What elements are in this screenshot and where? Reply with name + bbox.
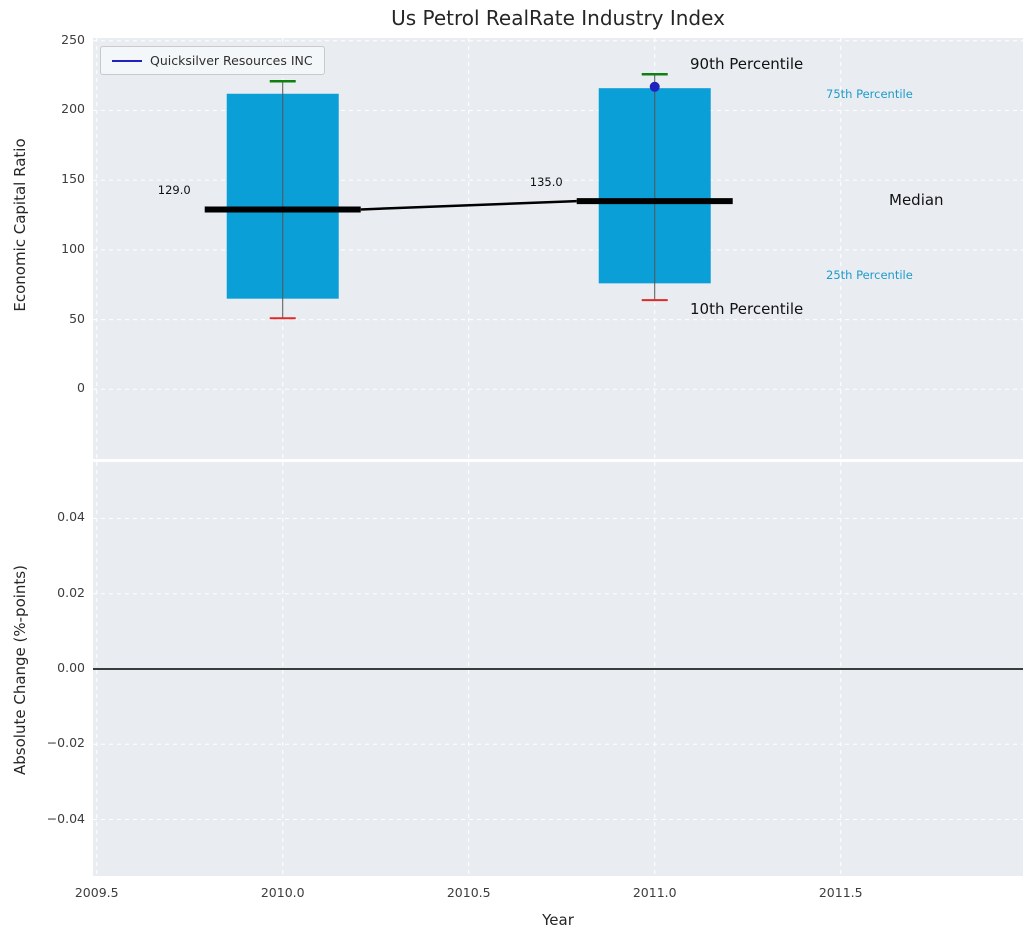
y-tick-label: 50 <box>69 310 85 326</box>
median-connector <box>360 199 577 211</box>
x-tick-label: 2010.0 <box>260 885 305 900</box>
annotation-25th-percentile: 25th Percentile <box>826 268 913 282</box>
annotation-90th-percentile: 90th Percentile <box>690 55 804 73</box>
legend-line-swatch <box>112 59 142 62</box>
annotation-median: Median <box>889 191 944 209</box>
median-value-label: 129.0 <box>157 183 191 198</box>
x-tick-label: 2009.5 <box>74 885 119 900</box>
bottom-plot-canvas <box>93 462 1023 876</box>
top-plot-area: 129.0 135.0 <box>93 38 1023 459</box>
x-tick-label: 2011.0 <box>632 885 677 900</box>
legend-label: Quicksilver Resources INC <box>150 53 313 68</box>
median-value-label: 135.0 <box>529 175 563 190</box>
y-tick-label: −0.02 <box>46 735 85 751</box>
legend: Quicksilver Resources INC <box>100 46 325 75</box>
y-tick-label: 200 <box>61 101 85 117</box>
y-tick-label: 0.02 <box>57 584 85 600</box>
y-tick-label: 0 <box>77 380 85 396</box>
y-tick-label: 150 <box>61 171 85 187</box>
chart-title: Us Petrol RealRate Industry Index <box>391 6 725 30</box>
annotation-10th-percentile: 10th Percentile <box>690 300 804 318</box>
y-tick-label: −0.04 <box>46 810 85 826</box>
x-tick-label: 2011.5 <box>818 885 863 900</box>
top-plot-canvas <box>93 38 1023 459</box>
bottom-plot-area <box>93 462 1023 876</box>
y-tick-label: 250 <box>61 31 85 47</box>
y-tick-label: 0.04 <box>57 509 85 525</box>
annotation-75th-percentile: 75th Percentile <box>826 87 913 101</box>
y-tick-label: 0.00 <box>57 660 85 675</box>
x-axis-label: Year <box>542 911 574 929</box>
x-tick-label: 2010.5 <box>446 885 491 900</box>
company-point <box>649 81 660 92</box>
y-tick-label: 100 <box>61 240 85 256</box>
top-y-axis-label: Economic Capital Ratio <box>11 138 29 312</box>
